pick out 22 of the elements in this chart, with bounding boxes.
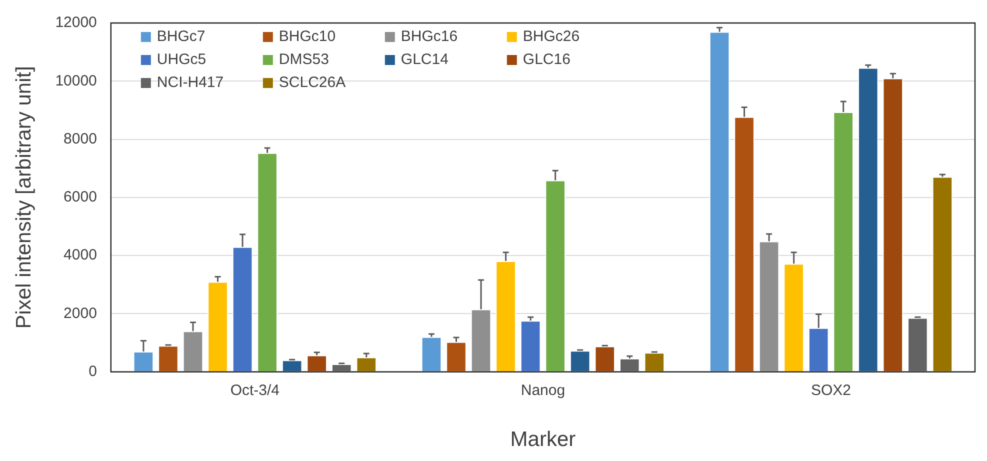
- legend-label: DMS53: [278, 51, 329, 68]
- y-tick-label: 0: [88, 362, 97, 380]
- legend-label: BHGc10: [278, 28, 336, 46]
- x-tick-label: SOX2: [810, 382, 851, 399]
- y-tick-label: 2000: [64, 304, 97, 322]
- y-tick-label: 6000: [64, 188, 97, 206]
- legend-label: NCI-H417: [156, 74, 224, 92]
- legend-label: BHGc7: [156, 28, 206, 46]
- legend-label: UHGc5: [156, 51, 206, 68]
- legend-label: GLC14: [400, 51, 448, 68]
- x-axis-title: Marker: [510, 428, 576, 452]
- legend-label: BHGc26: [522, 28, 580, 46]
- y-axis-title: Pixel intensity [arbitrary unit]: [12, 66, 36, 329]
- legend-label: GLC16: [522, 51, 570, 68]
- legend-label: BHGc16: [400, 28, 458, 46]
- legend-label: SCLC26A: [278, 74, 346, 92]
- y-tick-label: 8000: [64, 130, 97, 148]
- y-tick-label: 4000: [64, 246, 97, 264]
- y-tick-label: 10000: [55, 72, 97, 90]
- x-tick-label: Nanog: [520, 382, 566, 399]
- y-tick-label: 12000: [55, 14, 97, 32]
- x-tick-label: Oct-3/4: [230, 382, 280, 399]
